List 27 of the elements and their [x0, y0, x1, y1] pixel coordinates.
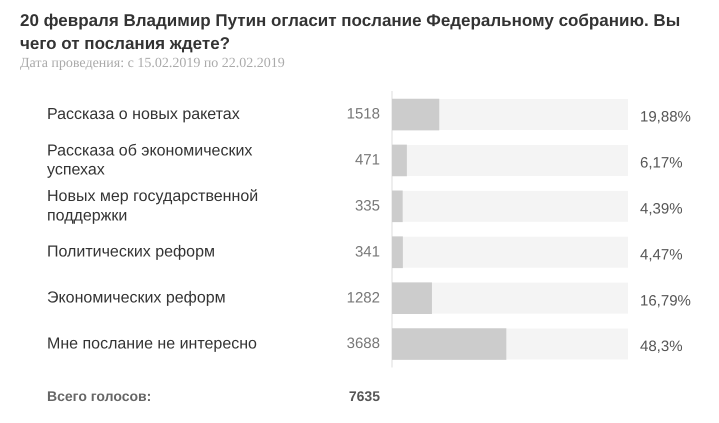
text: Всего голосов:: [47, 388, 152, 404]
data-label: 341: [354, 243, 380, 260]
bar: [392, 98, 440, 130]
bar: [392, 144, 407, 176]
data-label: 471: [354, 152, 380, 169]
text: 7635: [348, 388, 380, 404]
data-label: 1282: [346, 289, 380, 306]
y-tick-label: Новых мер государственной поддержки: [47, 188, 258, 224]
chart-title: 20 февраля Владимир Путин огласит послание Федеральному собранию. Вы чего от послания ждете?: [20, 10, 682, 55]
text: 4,39%: [640, 200, 683, 218]
bar: [392, 236, 403, 268]
bar: [392, 190, 403, 222]
text: 48,3%: [640, 338, 683, 356]
y-tick-label: Экономических реформ: [47, 290, 226, 307]
data-label: 3688: [346, 335, 380, 352]
text: Дата проведения: с 15.02.2019 по 22.02.2019: [20, 56, 285, 72]
text: 6,17%: [640, 154, 683, 172]
y-tick-label: Рассказа о новых ракетах: [47, 106, 240, 123]
text: 19,88%: [640, 108, 691, 126]
text: 16,79%: [640, 292, 691, 310]
text: 4,47%: [640, 246, 683, 264]
y-tick-label: Политических реформ: [47, 244, 215, 261]
y-tick-label: Рассказа об экономических успехах: [47, 142, 252, 178]
bar: [392, 282, 432, 314]
y-tick-label: Мне послание не интересно: [47, 335, 258, 352]
data-label: 1518: [346, 106, 380, 123]
data-label: 335: [354, 197, 380, 214]
